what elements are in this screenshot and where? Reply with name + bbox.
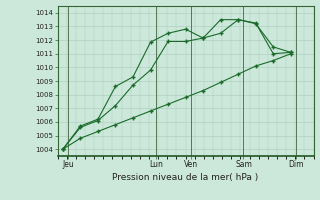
X-axis label: Pression niveau de la mer( hPa ): Pression niveau de la mer( hPa ) [112, 173, 259, 182]
